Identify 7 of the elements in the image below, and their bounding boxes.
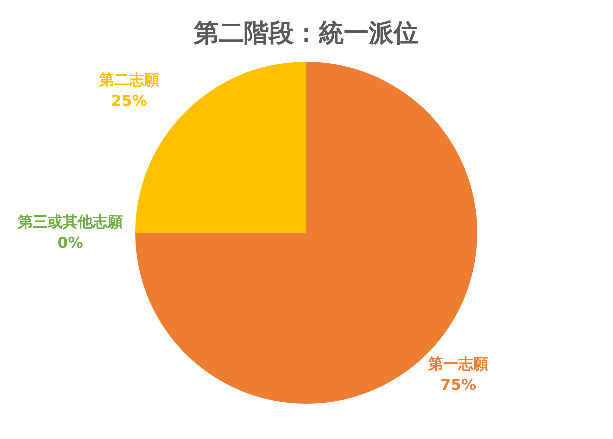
chart-title: 第二階段：統一派位 — [193, 18, 419, 48]
data-label: 75% — [440, 376, 477, 394]
slice-label: 第二志願 — [98, 70, 160, 89]
data-label: 25% — [111, 92, 148, 110]
category-label: 第三或其他志願 — [18, 212, 123, 231]
text: 0% — [58, 234, 84, 252]
slice-label: 第一志願 — [428, 355, 489, 374]
